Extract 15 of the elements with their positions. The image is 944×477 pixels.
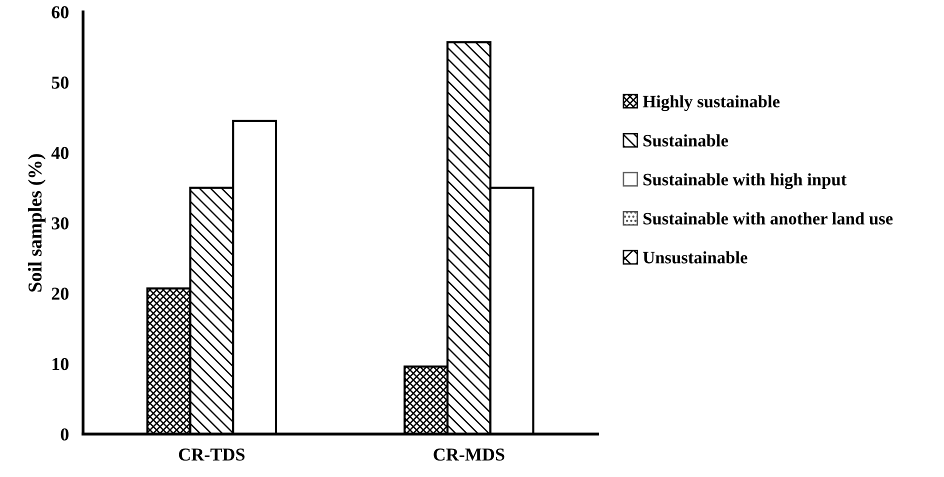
- legend-label: Sustainable with high input: [643, 173, 847, 190]
- y-tick-label: 0: [60, 428, 68, 441]
- legend-label: Sustainable with another land use: [643, 212, 893, 225]
- y-tick-label: 30: [52, 217, 68, 230]
- legend-label: Highly sustainable: [642, 95, 780, 112]
- y-tick-label: 60: [52, 6, 68, 18]
- y-tick-label: 20: [52, 288, 68, 300]
- y-tick-label: 40: [51, 146, 68, 160]
- x-tick-label: CR-TDS: [178, 448, 245, 461]
- y-tick-label: 50: [52, 76, 68, 89]
- legend-label: Unsustainable: [642, 251, 748, 264]
- legend-label: Sustainable: [643, 134, 728, 147]
- x-tick-label: CR-MDS: [434, 448, 504, 461]
- y-axis-title: Soil samples (%): [28, 154, 46, 292]
- y-tick-label: 10: [52, 358, 68, 370]
